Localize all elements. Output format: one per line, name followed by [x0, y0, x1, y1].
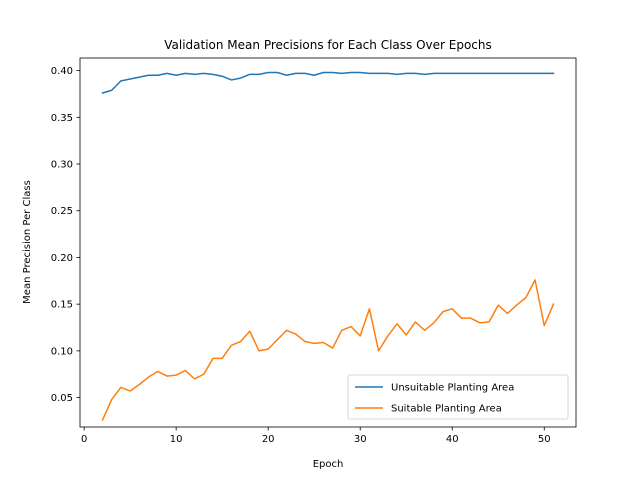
- y-tick-label: 0.05: [51, 393, 73, 404]
- axes-frame: [79, 57, 577, 428]
- plot-area: 0 10 20 30 40 50 0.05 0.10 0.15 0.20 0.25 0.30 0.35 0…: [51, 57, 577, 445]
- legend-label-1: Suitable Planting Area: [391, 404, 502, 415]
- legend: Unsuitable Planting Area Suitable Plantin…: [347, 374, 569, 420]
- x-tick-label: 10: [170, 434, 183, 445]
- x-tick-label: 50: [538, 434, 551, 445]
- x-tick-label: 40: [446, 434, 459, 445]
- y-tick-label: 0.15: [51, 300, 73, 311]
- x-tick-label: 30: [354, 434, 367, 445]
- x-tick-label: 20: [262, 434, 275, 445]
- y-tick-label: 0.25: [51, 206, 73, 217]
- y-tick-label: 0.30: [51, 160, 73, 171]
- x-tick-label: 0: [81, 434, 87, 445]
- x-axis-label: Epoch: [313, 459, 344, 470]
- series-line-1: [101, 279, 555, 421]
- legend-label-0: Unsuitable Planting Area: [391, 383, 514, 394]
- y-axis-label: Mean Precision Per Class: [22, 180, 33, 304]
- y-tick-label: 0.10: [51, 346, 73, 357]
- legend-box: [347, 374, 569, 420]
- series-line-0: [101, 71, 555, 94]
- y-tick-label: 0.35: [51, 113, 73, 124]
- y-tick-label: 0.20: [51, 253, 73, 264]
- y-tick-label: 0.40: [51, 66, 73, 77]
- chart-title: Validation Mean Precisions for Each Clas…: [164, 38, 492, 52]
